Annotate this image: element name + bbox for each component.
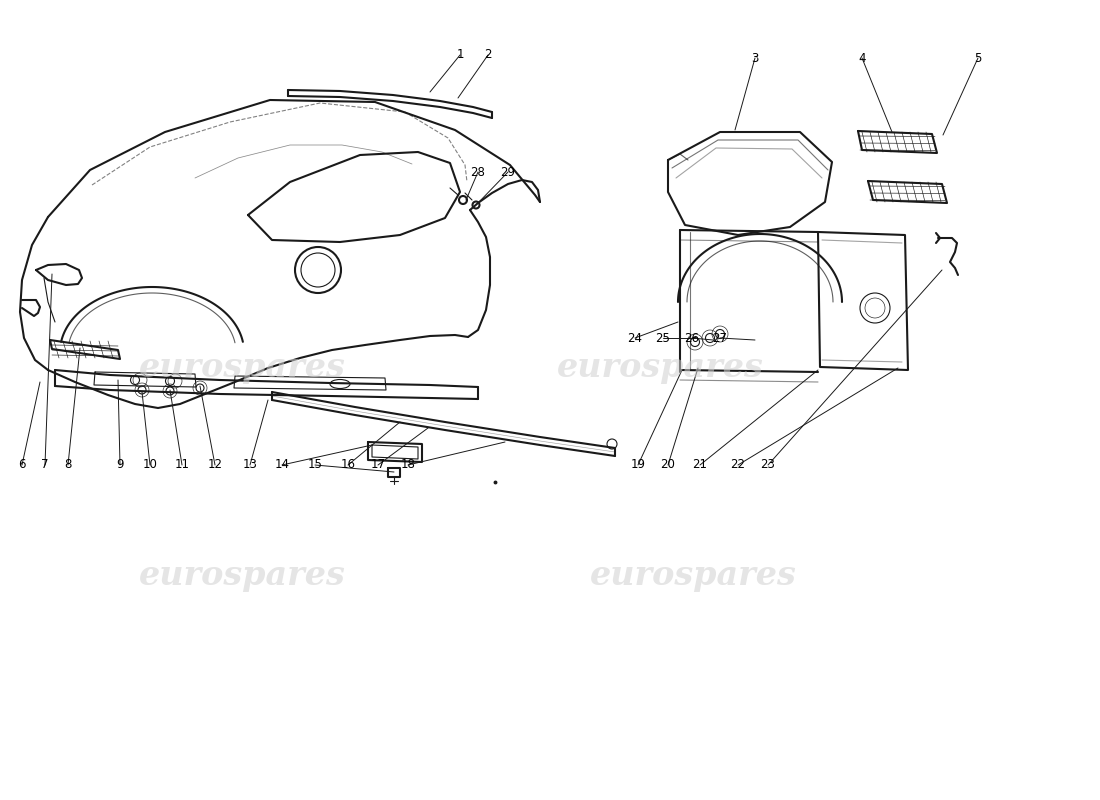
Text: 6: 6: [19, 458, 25, 471]
Text: 2: 2: [484, 49, 492, 62]
Text: 8: 8: [64, 458, 72, 471]
Text: 27: 27: [713, 331, 727, 345]
Text: 11: 11: [175, 458, 189, 471]
Text: eurospares: eurospares: [139, 559, 345, 593]
Text: 21: 21: [693, 458, 707, 471]
Text: 26: 26: [684, 331, 700, 345]
Text: 29: 29: [500, 166, 516, 178]
Text: 5: 5: [975, 51, 981, 65]
Text: 18: 18: [400, 458, 416, 471]
Text: 28: 28: [471, 166, 485, 178]
Text: 23: 23: [760, 458, 775, 471]
Text: 16: 16: [341, 458, 355, 471]
Text: eurospares: eurospares: [557, 351, 763, 385]
Text: 4: 4: [858, 51, 866, 65]
Text: 1: 1: [456, 49, 464, 62]
Text: eurospares: eurospares: [139, 351, 345, 385]
Text: 15: 15: [308, 458, 322, 471]
Text: 12: 12: [208, 458, 222, 471]
Text: 10: 10: [143, 458, 157, 471]
Text: eurospares: eurospares: [590, 559, 796, 593]
Text: 22: 22: [730, 458, 746, 471]
Text: 25: 25: [656, 331, 670, 345]
Text: 14: 14: [275, 458, 289, 471]
Text: 13: 13: [243, 458, 257, 471]
Text: 24: 24: [627, 331, 642, 345]
Text: 20: 20: [661, 458, 675, 471]
Text: 7: 7: [42, 458, 48, 471]
Text: 9: 9: [117, 458, 123, 471]
Text: 19: 19: [630, 458, 646, 471]
Text: 3: 3: [751, 51, 759, 65]
Text: 17: 17: [371, 458, 385, 471]
